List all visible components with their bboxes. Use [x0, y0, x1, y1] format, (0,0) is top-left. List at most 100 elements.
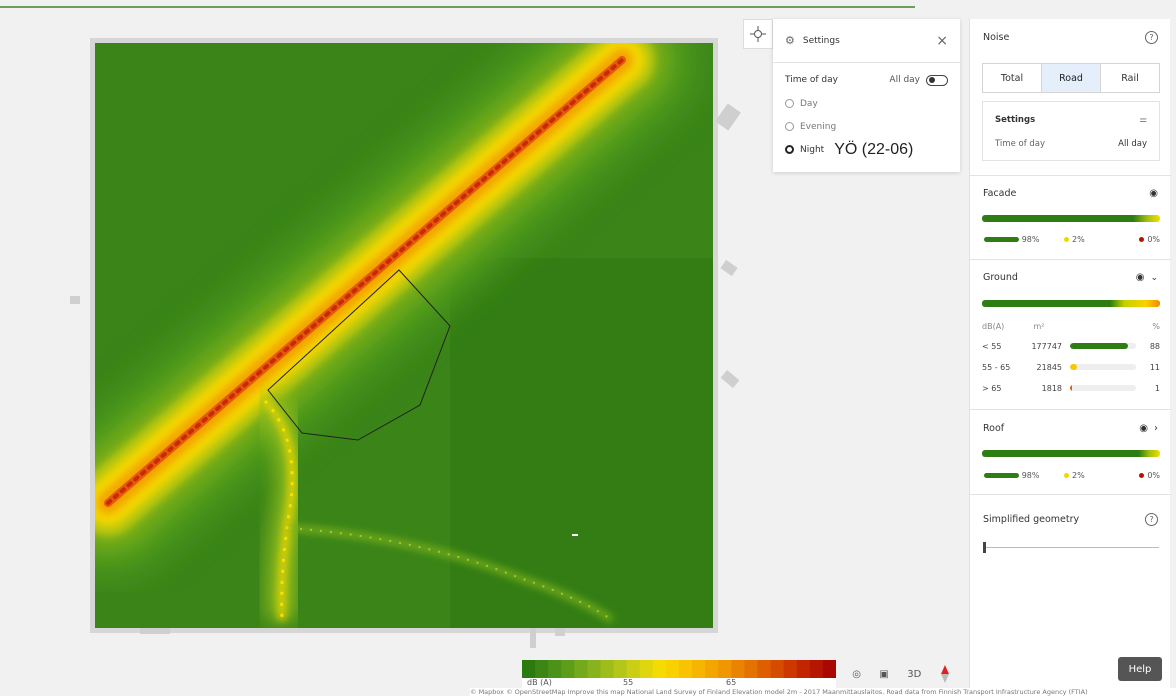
legend-swatch — [770, 660, 785, 678]
help-button[interactable]: Help — [1118, 657, 1162, 681]
legend-swatch — [652, 660, 667, 678]
locate-button[interactable] — [743, 19, 773, 49]
top-progress-line — [0, 6, 915, 8]
legend-swatch — [665, 660, 680, 678]
facade-mid-pct: 2% — [1071, 235, 1085, 244]
col-m2: m² — [1033, 321, 1045, 331]
ground-header-row: dB(A) m² % — [982, 320, 1160, 332]
low-pill — [984, 237, 1019, 242]
legend-swatch — [796, 660, 811, 678]
legend-swatch — [574, 660, 588, 678]
col-db: dB(A) — [982, 321, 1005, 331]
legend-swatch — [692, 660, 706, 678]
map-attribution[interactable]: © Mapbox © OpenStreetMap Improve this ma… — [470, 688, 1176, 696]
legend-swatch — [548, 660, 562, 678]
noise-panel: Noise ? Total Road Rail Settings ⚌ Time … — [969, 19, 1171, 696]
row-area: 21845 — [1036, 362, 1062, 372]
settings-popup: ⚙ Settings × Time of day All day Day Eve… — [773, 19, 960, 172]
view-3d-button[interactable]: 3D — [907, 668, 922, 680]
radio-evening[interactable]: Evening — [773, 120, 960, 133]
legend-swatch — [731, 660, 745, 678]
legend-swatch — [809, 660, 824, 678]
legend-swatch — [587, 660, 601, 678]
legend-swatch — [744, 660, 758, 678]
legend-color-ramp — [522, 660, 836, 678]
noise-title: Noise — [983, 32, 1010, 43]
facade-bar — [982, 215, 1160, 222]
tab-rail[interactable]: Rail — [1121, 72, 1139, 84]
radio-night[interactable]: Night YÖ (22-06) — [773, 140, 960, 158]
legend-tick-55: 55 — [623, 678, 634, 687]
ground-row: 55 - 65 21845 11 — [982, 361, 1160, 373]
time-of-day-label: Time of day — [785, 75, 838, 85]
crosshair-icon — [750, 26, 766, 42]
legend-unit: dB (A) — [527, 678, 552, 687]
gear-icon: ⚙ — [785, 34, 795, 47]
slider-handle[interactable] — [983, 542, 986, 553]
radio-day-label: Day — [800, 98, 818, 109]
mid-pill — [1064, 473, 1069, 478]
row-range: < 55 — [982, 341, 1002, 351]
close-icon[interactable]: × — [936, 32, 948, 49]
divider — [970, 175, 1171, 176]
low-pill — [984, 473, 1019, 478]
facade-low-pct: 98% — [1021, 235, 1040, 244]
camera-icon[interactable]: ▣ — [879, 668, 889, 680]
all-day-toggle[interactable] — [926, 74, 948, 86]
sliders-icon[interactable]: ⚌ — [1139, 115, 1147, 125]
roof-high-pct: 0% — [1147, 471, 1161, 480]
facade-high-pct: 0% — [1147, 235, 1161, 244]
compass-icon[interactable] — [940, 665, 950, 683]
legend-swatch — [561, 660, 575, 678]
roof-mid-pct: 2% — [1071, 471, 1085, 480]
col-pct: % — [1152, 321, 1160, 331]
settings-summary[interactable]: Settings ⚌ Time of day All day — [982, 101, 1160, 161]
divider — [970, 494, 1171, 495]
row-range: > 65 — [982, 383, 1002, 393]
facade-title: Facade — [983, 188, 1017, 199]
high-pill — [1139, 237, 1145, 242]
radio-day[interactable]: Day — [773, 97, 960, 110]
radio-button[interactable] — [785, 122, 794, 131]
legend-swatch — [600, 660, 615, 678]
night-annotation: YÖ (22-06) — [834, 140, 914, 158]
help-icon[interactable]: ? — [1145, 513, 1158, 526]
area-boundary[interactable] — [267, 269, 451, 441]
noise-map[interactable] — [0, 8, 968, 696]
legend-swatch — [522, 660, 536, 678]
time-of-day-value: All day — [1118, 139, 1147, 149]
eye-view-icon[interactable]: ◎ — [852, 668, 861, 680]
all-day-label: All day — [889, 75, 920, 85]
help-icon[interactable]: ? — [1145, 31, 1158, 44]
legend-swatch — [535, 660, 549, 678]
legend-swatch — [613, 660, 628, 678]
tab-road[interactable]: Road — [1042, 64, 1101, 92]
row-area: 1818 — [1041, 383, 1062, 393]
radio-button-selected[interactable] — [785, 145, 794, 154]
eye-icon[interactable]: ◉ — [1135, 272, 1145, 283]
legend-tick-65: 65 — [726, 678, 737, 687]
row-bar — [1070, 364, 1136, 370]
simplified-geometry-title: Simplified geometry — [983, 514, 1080, 525]
settings-box-title: Settings — [995, 115, 1036, 125]
radio-evening-label: Evening — [800, 121, 837, 132]
simplification-slider[interactable] — [983, 542, 1159, 553]
legend-swatch — [626, 660, 641, 678]
legend-swatch — [783, 660, 798, 678]
roof-bar — [982, 450, 1160, 457]
eye-icon[interactable]: ◉ — [1149, 188, 1158, 199]
radio-button[interactable] — [785, 99, 794, 108]
chevron-down-icon[interactable]: ⌄ — [1150, 272, 1158, 283]
row-range: 55 - 65 — [982, 362, 1011, 372]
row-pct: 1 — [1154, 383, 1160, 393]
tab-total[interactable]: Total — [983, 64, 1042, 92]
eye-icon[interactable]: ◉ — [1139, 423, 1148, 434]
legend-swatch — [718, 660, 732, 678]
settings-popup-title: Settings — [802, 35, 840, 46]
high-pill — [1139, 473, 1145, 478]
noise-type-tabs: Total Road Rail — [982, 63, 1160, 93]
row-bar — [1070, 343, 1136, 349]
chevron-right-icon[interactable]: › — [1154, 423, 1158, 434]
legend-swatch — [757, 660, 772, 678]
